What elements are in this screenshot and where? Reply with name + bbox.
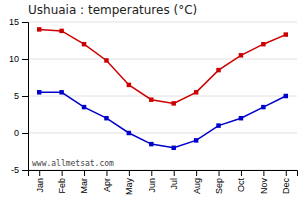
grid-line	[28, 133, 297, 134]
x-tick-mark	[219, 170, 220, 176]
x-tick-mark	[151, 170, 152, 176]
x-tick-mark	[174, 170, 175, 176]
x-tick-mark	[241, 170, 242, 176]
series-marker	[239, 53, 243, 57]
y-tick: 0	[14, 128, 28, 138]
series-marker	[284, 94, 288, 98]
x-tick: Apr	[102, 170, 112, 192]
y-tick-label: -5	[11, 165, 19, 175]
series-marker	[284, 32, 288, 36]
x-tick: May	[124, 170, 134, 195]
x-tick-label: Feb	[57, 178, 67, 194]
x-tick-label: Nov	[259, 178, 269, 195]
series-marker	[37, 90, 41, 94]
x-tick-mark	[263, 170, 264, 176]
series-marker	[59, 29, 63, 33]
series-line	[39, 92, 286, 148]
x-axis: Jan Feb Mar Apr May Jun Jul Aug Sep Oct Nov Dec	[29, 170, 298, 195]
x-tick-label: Apr	[102, 178, 112, 192]
grid	[28, 22, 297, 170]
y-tick-label: 0	[14, 128, 19, 138]
series-line	[39, 29, 286, 103]
x-axis-line	[29, 171, 298, 177]
series-marker	[82, 42, 86, 46]
series-marker	[194, 90, 198, 94]
y-tick-mark	[22, 59, 28, 60]
x-tick-label: May	[124, 178, 134, 196]
x-tick-label: Jan	[35, 178, 45, 193]
x-tick-mark	[62, 170, 63, 176]
x-tick-label: Aug	[192, 178, 202, 194]
x-tick: Dec	[281, 170, 291, 194]
x-tick: Jun	[147, 170, 157, 193]
y-tick-mark	[22, 133, 28, 134]
y-tick-mark	[22, 22, 28, 23]
series-marker	[104, 58, 108, 62]
series-marker	[59, 90, 63, 94]
y-tick-label: 15	[9, 17, 19, 27]
marks	[37, 27, 288, 150]
y-tick-mark	[22, 170, 28, 171]
grid-line	[28, 22, 297, 23]
y-tick: 5	[14, 91, 28, 101]
y-tick-label: 5	[14, 91, 19, 101]
y-tick: 15	[9, 17, 28, 27]
x-tick: Jul	[169, 170, 179, 190]
annotation: www.allmetsat.com	[32, 159, 114, 168]
series-marker	[127, 83, 131, 87]
y-tick: -5	[11, 165, 28, 175]
x-tick-mark	[106, 170, 107, 176]
y-tick: 10	[9, 54, 28, 64]
x-tick: Sep	[214, 170, 224, 194]
x-tick-mark	[84, 170, 85, 176]
title: Ushuaia : temperatures (°C)	[28, 3, 197, 17]
x-tick: Feb	[57, 170, 67, 194]
x-tick-mark	[129, 170, 130, 176]
series-marker	[37, 27, 41, 31]
x-tick-label: Dec	[281, 178, 291, 195]
y-tick-mark	[22, 96, 28, 97]
x-tick: Nov	[259, 170, 269, 194]
x-tick-mark	[196, 170, 197, 176]
x-tick-mark	[39, 170, 40, 176]
x-tick: Aug	[192, 170, 202, 194]
x-tick-label: Sep	[214, 178, 224, 194]
x-tick: Jan	[35, 170, 45, 193]
x-tick-label: Mar	[79, 178, 89, 194]
series-marker	[171, 146, 175, 150]
series-marker	[82, 105, 86, 109]
series-marker	[261, 105, 265, 109]
series-marker	[216, 68, 220, 72]
x-tick: Oct	[236, 170, 246, 192]
series-marker	[194, 138, 198, 142]
x-tick-label: Jul	[169, 178, 179, 190]
y-tick-label: 10	[9, 54, 19, 64]
plot: -5 0 5 10 15 Jan Feb Mar Apr May Jun Jul Aug Sep Oct No…	[9, 17, 298, 195]
series-marker	[171, 101, 175, 105]
chart-container: -5 0 5 10 15 Jan Feb Mar Apr May Jun Jul Aug Sep Oct No…	[0, 0, 305, 200]
chart-svg: -5 0 5 10 15 Jan Feb Mar Apr May Jun Jul Aug Sep Oct No…	[0, 0, 305, 200]
series-marker	[127, 131, 131, 135]
x-tick-label: Jun	[147, 178, 157, 193]
x-tick: Mar	[79, 170, 89, 194]
y-axis: -5 0 5 10 15	[9, 17, 29, 175]
y-axis-line	[22, 23, 29, 171]
x-tick-mark	[286, 170, 287, 176]
series-marker	[239, 116, 243, 120]
series-marker	[149, 142, 153, 146]
x-tick-label: Oct	[236, 178, 246, 193]
series-marker	[149, 97, 153, 101]
series-marker	[261, 42, 265, 46]
series-marker	[216, 123, 220, 127]
series-marker	[104, 116, 108, 120]
grid-line	[28, 59, 297, 60]
